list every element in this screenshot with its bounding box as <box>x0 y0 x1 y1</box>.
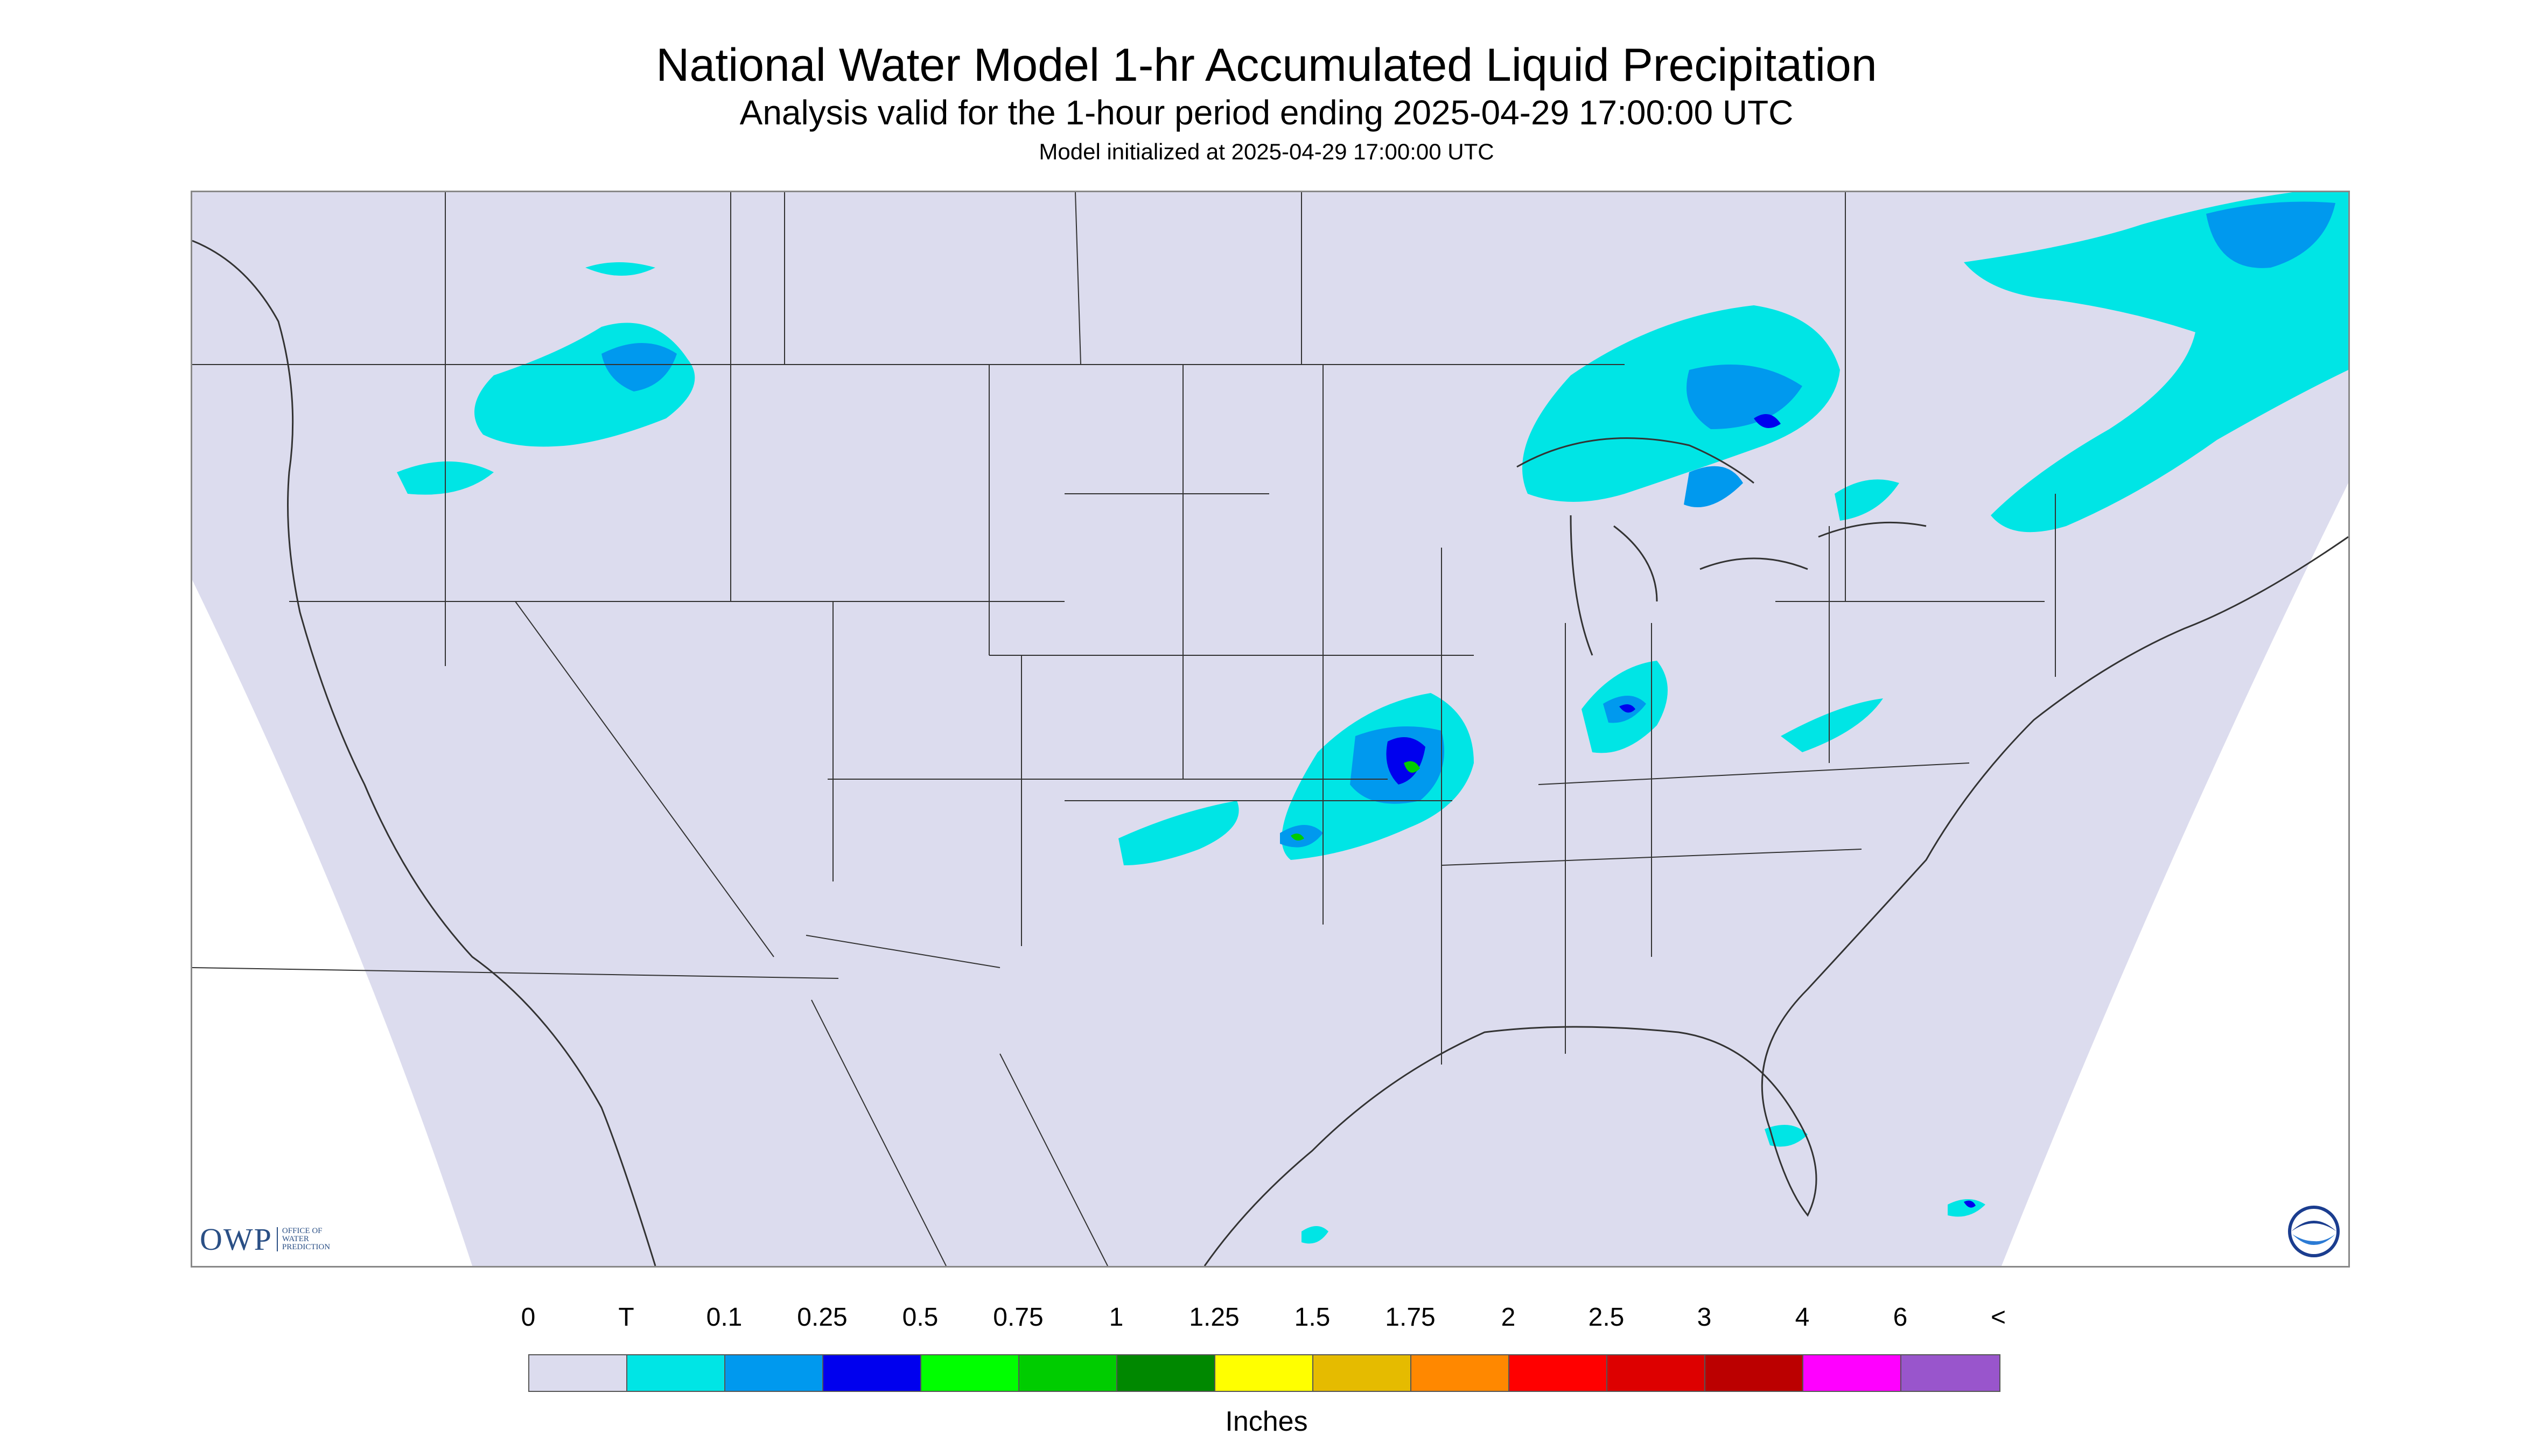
legend-tick-label: 1.75 <box>1385 1303 1436 1332</box>
legend-color-box <box>1803 1355 1901 1391</box>
owp-logo: OWP OFFICE OF WATER PREDICTION <box>200 1221 330 1257</box>
legend-color-box <box>1411 1355 1509 1391</box>
precip-missouri-arkansas <box>1118 693 1474 865</box>
outside-domain-west <box>192 580 472 1266</box>
legend-tick-label: 1 <box>1109 1303 1124 1332</box>
noaa-logo <box>2288 1206 2340 1257</box>
great-lakes-outline <box>1516 437 1927 656</box>
map-canvas <box>192 192 2348 1266</box>
legend-color-box <box>823 1355 921 1391</box>
province-boundaries <box>784 192 1846 1266</box>
legend-color-box <box>1313 1355 1411 1391</box>
model-init-time: Model initialized at 2025-04-29 17:00:00… <box>1039 139 1494 164</box>
legend-tick-label: 0.5 <box>902 1303 939 1332</box>
precip-quebec <box>1964 192 2348 533</box>
legend-color-box <box>921 1355 1019 1391</box>
precipitation-map: OWP OFFICE OF WATER PREDICTION <box>191 191 2350 1268</box>
precip-indiana-kentucky <box>1582 661 1883 753</box>
legend-color-box <box>529 1355 627 1391</box>
state-boundaries <box>192 192 2056 1065</box>
legend-tick-label: 6 <box>1893 1303 1908 1332</box>
legend-tick-label: 2.5 <box>1588 1303 1625 1332</box>
legend-tick-label: 0.75 <box>993 1303 1044 1332</box>
legend-tick-label: 1.25 <box>1189 1303 1240 1332</box>
map-subtitle: Analysis valid for the 1-hour period end… <box>739 93 1794 132</box>
legend-tick-label: 4 <box>1795 1303 1810 1332</box>
legend-tick-label: 0.1 <box>706 1303 743 1332</box>
legend-color-box <box>1705 1355 1803 1391</box>
legend-tick-label: T <box>618 1303 634 1332</box>
legend-tick-label: 0 <box>521 1303 536 1332</box>
precip-florida-bahamas <box>1302 1125 1985 1244</box>
legend-color-box <box>1019 1355 1117 1391</box>
legend-colorbar <box>528 1354 2000 1392</box>
owp-subtext-line-2: WATER <box>282 1235 309 1243</box>
precip-great-lakes <box>1522 305 1899 521</box>
legend-tick-label: 3 <box>1697 1303 1712 1332</box>
owp-logo-subtext: OFFICE OF WATER PREDICTION <box>276 1227 331 1251</box>
us-coastline-west <box>192 240 656 1266</box>
legend-color-box <box>1509 1355 1607 1391</box>
legend-tick-label: 0.25 <box>797 1303 848 1332</box>
legend-color-box <box>1607 1355 1705 1391</box>
owp-logo-text: OWP <box>200 1222 272 1257</box>
legend-color-box <box>1901 1355 1999 1391</box>
owp-subtext-line-1: OFFICE OF <box>282 1227 323 1235</box>
us-coastline-gulf-east <box>1203 536 2348 1266</box>
legend-tick-label: 1.5 <box>1294 1303 1331 1332</box>
legend-tick-label: 2 <box>1501 1303 1516 1332</box>
legend-units-label: Inches <box>1225 1406 1308 1437</box>
legend-color-box <box>1215 1355 1313 1391</box>
legend-color-box <box>725 1355 823 1391</box>
owp-subtext-line-3: PREDICTION <box>282 1243 331 1251</box>
legend-tick-label: < <box>1990 1303 2006 1332</box>
map-title: National Water Model 1-hr Accumulated Li… <box>656 39 1877 91</box>
outside-domain-east <box>2002 483 2348 1266</box>
legend-color-box <box>1117 1355 1215 1391</box>
legend-color-box <box>627 1355 725 1391</box>
